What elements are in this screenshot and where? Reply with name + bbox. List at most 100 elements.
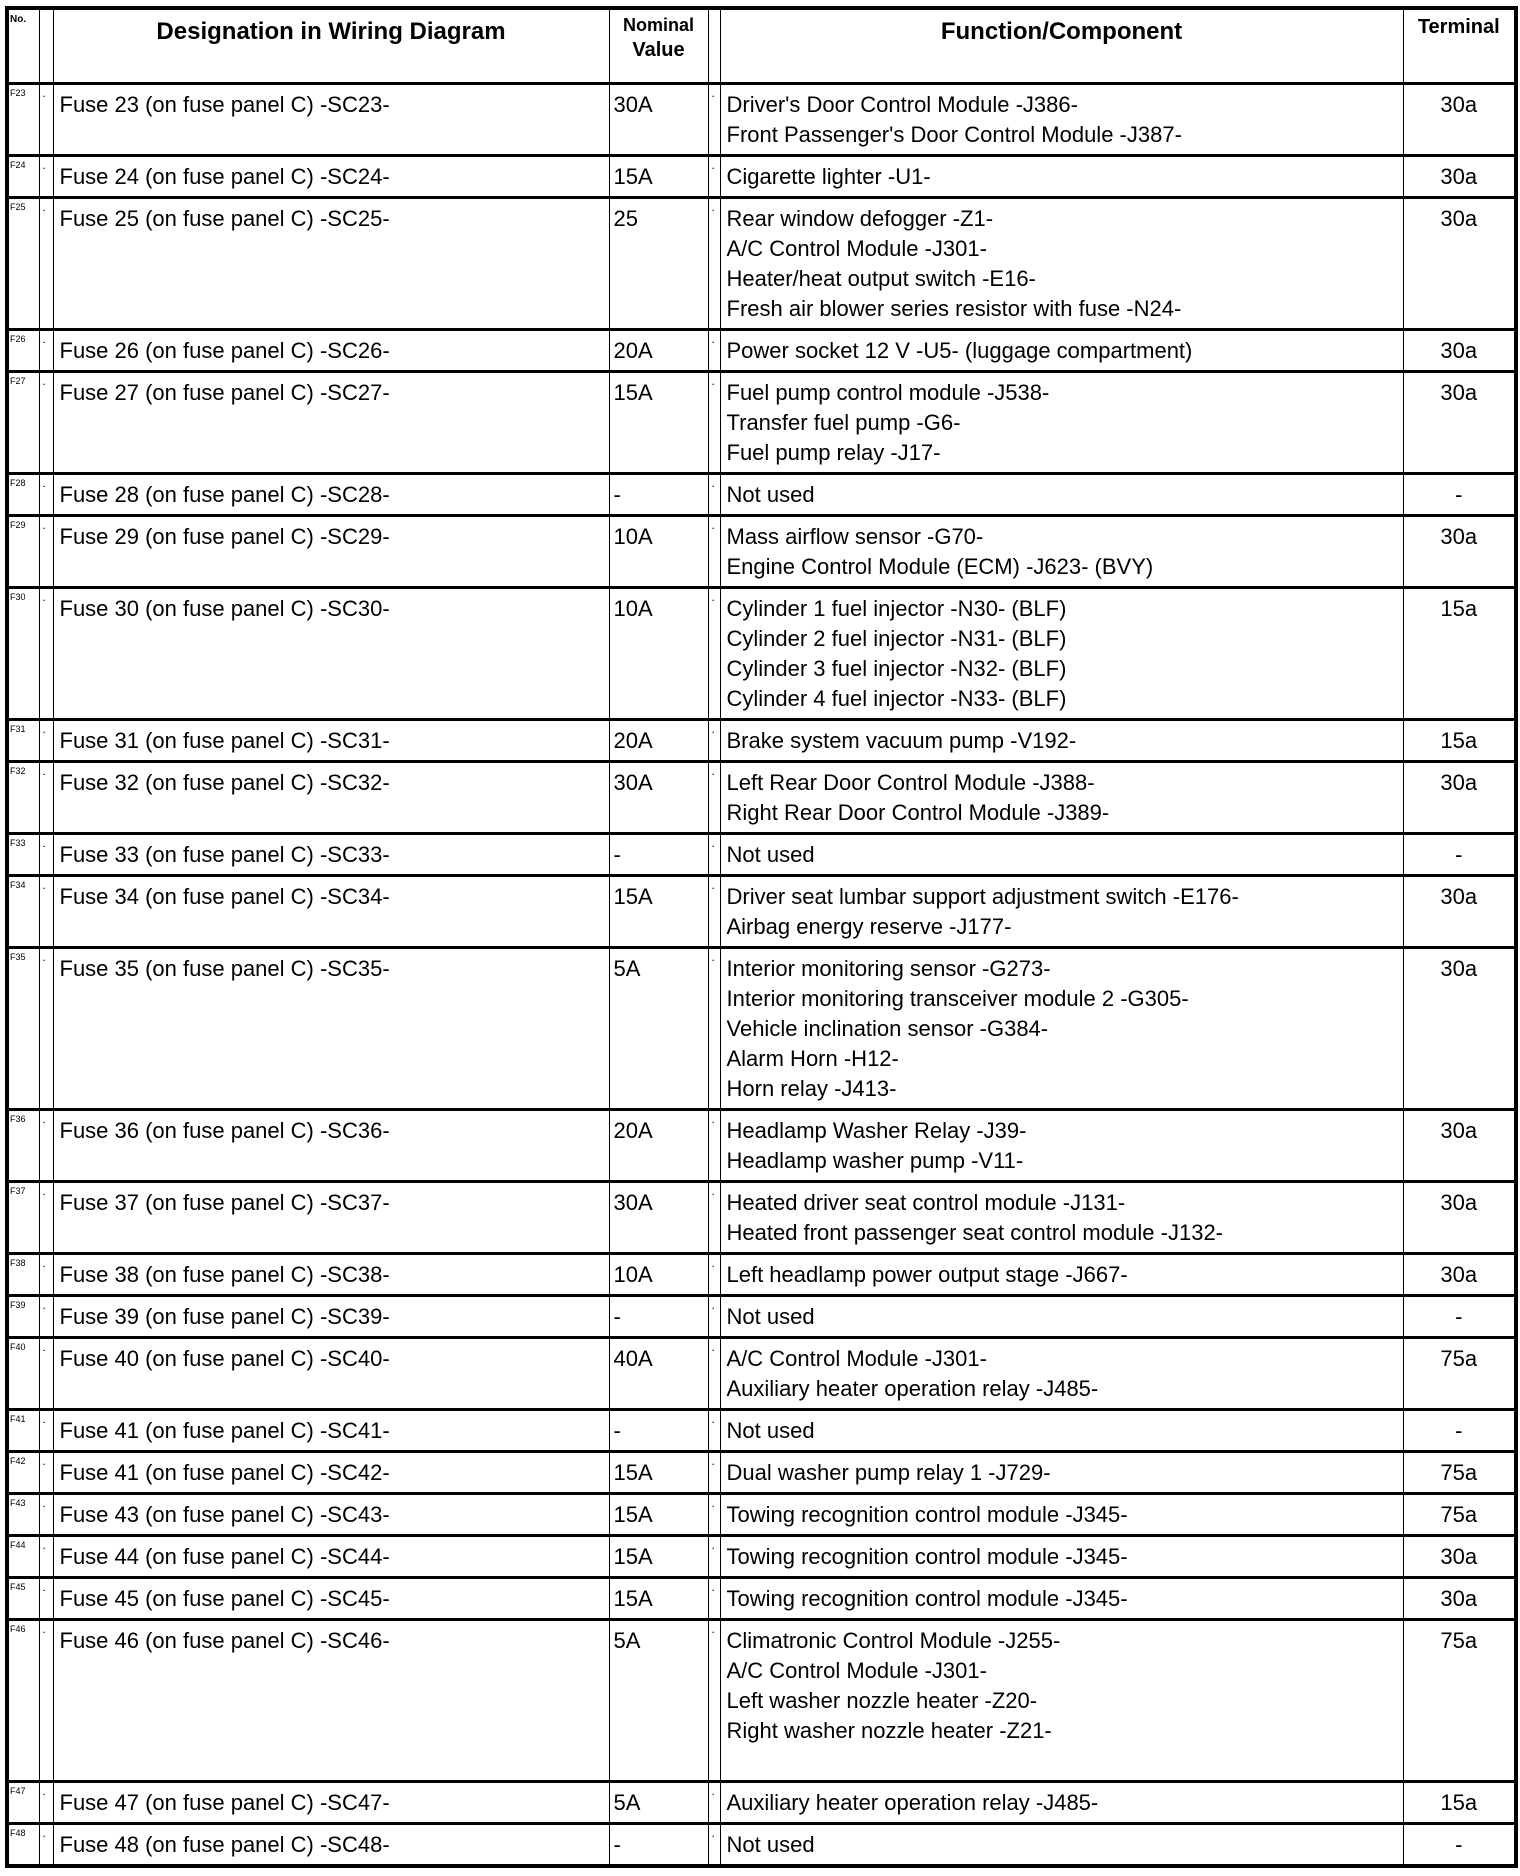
designation-cell: Fuse 31 (on fuse panel C) -SC31- bbox=[52, 718, 610, 763]
marker-cell: . bbox=[38, 1408, 54, 1453]
nominal-value-cell: - bbox=[608, 1408, 709, 1453]
table-row: F36. Fuse 36 (on fuse panel C) -SC36- 20A.… bbox=[6, 1108, 1517, 1183]
fuse-table: No. Designation in Wiring Diagram Nomina… bbox=[5, 6, 1518, 1868]
marker-cell-2: . bbox=[707, 1336, 721, 1411]
header-designation: Designation in Wiring Diagram bbox=[52, 6, 610, 85]
nominal-value-cell: 15A bbox=[608, 1450, 709, 1495]
table-row: F42. Fuse 41 (on fuse panel C) -SC42- 15A.… bbox=[6, 1450, 1517, 1495]
marker-cell-2: . bbox=[707, 718, 721, 763]
function-line: Right washer nozzle heater -Z21- bbox=[726, 1718, 1052, 1743]
terminal-cell: 15a bbox=[1402, 1780, 1517, 1825]
header-nominal-line1: Nominal bbox=[622, 15, 694, 35]
designation-cell: Fuse 24 (on fuse panel C) -SC24- bbox=[52, 154, 610, 199]
table-row: F38. Fuse 38 (on fuse panel C) -SC38- 10A.… bbox=[6, 1252, 1517, 1297]
terminal-cell: 75a bbox=[1402, 1336, 1517, 1411]
nominal-value-cell: 5A bbox=[608, 1618, 709, 1783]
function-line: Not used bbox=[726, 482, 815, 507]
function-cell: Mass airflow sensor -G70- Engine Control … bbox=[719, 514, 1404, 589]
table-row: F28. Fuse 28 (on fuse panel C) -SC28- -. No… bbox=[6, 472, 1517, 517]
marker-cell: . bbox=[38, 760, 54, 835]
function-cell: Heated driver seat control module -J131-… bbox=[719, 1180, 1404, 1255]
marker-cell: . bbox=[38, 1252, 54, 1297]
fuse-number: F44 bbox=[6, 1534, 40, 1579]
marker-cell: . bbox=[38, 1336, 54, 1411]
designation-cell: Fuse 35 (on fuse panel C) -SC35- bbox=[52, 946, 610, 1111]
fuse-number: F27 bbox=[6, 370, 40, 475]
function-line: Rear window defogger -Z1- bbox=[726, 206, 994, 231]
designation-cell: Fuse 33 (on fuse panel C) -SC33- bbox=[52, 832, 610, 877]
marker-cell: . bbox=[38, 1180, 54, 1255]
function-cell: Driver seat lumbar support adjustment sw… bbox=[719, 874, 1404, 949]
nominal-value-cell: - bbox=[608, 1294, 709, 1339]
function-line: Left washer nozzle heater -Z20- bbox=[726, 1688, 1038, 1713]
nominal-value-cell: 15A bbox=[608, 874, 709, 949]
designation-cell: Fuse 30 (on fuse panel C) -SC30- bbox=[52, 586, 610, 721]
function-line: Fuel pump relay -J17- bbox=[726, 440, 941, 465]
table-row: F43. Fuse 43 (on fuse panel C) -SC43- 15A.… bbox=[6, 1492, 1517, 1537]
function-line: Engine Control Module (ECM) -J623- (BVY) bbox=[726, 554, 1154, 579]
fuse-number: F23 bbox=[6, 82, 40, 157]
designation-cell: Fuse 46 (on fuse panel C) -SC46- bbox=[52, 1618, 610, 1783]
designation-cell: Fuse 26 (on fuse panel C) -SC26- bbox=[52, 328, 610, 373]
function-line: Not used bbox=[726, 1304, 815, 1329]
nominal-value-cell: 10A bbox=[608, 586, 709, 721]
terminal-cell: - bbox=[1402, 832, 1517, 877]
function-line: Towing recognition control module -J345- bbox=[726, 1586, 1128, 1611]
function-cell: Left headlamp power output stage -J667- bbox=[719, 1252, 1404, 1297]
function-cell: Climatronic Control Module -J255- A/C Con… bbox=[719, 1618, 1404, 1783]
marker-cell-2: . bbox=[707, 586, 721, 721]
designation-cell: Fuse 27 (on fuse panel C) -SC27- bbox=[52, 370, 610, 475]
function-line: Interior monitoring transceiver module 2… bbox=[726, 986, 1189, 1011]
header-function: Function/Component bbox=[719, 6, 1404, 85]
marker-cell-2: . bbox=[707, 1780, 721, 1825]
function-line: Left Rear Door Control Module -J388- bbox=[726, 770, 1095, 795]
terminal-cell: 30a bbox=[1402, 370, 1517, 475]
function-cell: Not used bbox=[719, 1822, 1404, 1867]
marker-cell-2: . bbox=[707, 1408, 721, 1453]
marker-cell: . bbox=[38, 832, 54, 877]
function-cell: Brake system vacuum pump -V192- bbox=[719, 718, 1404, 763]
fuse-number: F42 bbox=[6, 1450, 40, 1495]
function-cell: Driver's Door Control Module -J386- Front… bbox=[719, 82, 1404, 157]
table-row: F30. Fuse 30 (on fuse panel C) -SC30- 10A.… bbox=[6, 586, 1517, 721]
function-cell: Not used bbox=[719, 472, 1404, 517]
function-cell: Towing recognition control module -J345- bbox=[719, 1576, 1404, 1621]
table-row: F41. Fuse 41 (on fuse panel C) -SC41- -. No… bbox=[6, 1408, 1517, 1453]
designation-cell: Fuse 39 (on fuse panel C) -SC39- bbox=[52, 1294, 610, 1339]
function-cell: Left Rear Door Control Module -J388- Righ… bbox=[719, 760, 1404, 835]
function-cell: Interior monitoring sensor -G273- Interio… bbox=[719, 946, 1404, 1111]
marker-cell-2: . bbox=[707, 514, 721, 589]
function-line: A/C Control Module -J301- bbox=[726, 1658, 987, 1683]
table-row: F23. Fuse 23 (on fuse panel C) -SC23- 30A.… bbox=[6, 82, 1517, 157]
function-line: Heater/heat output switch -E16- bbox=[726, 266, 1036, 291]
fuse-number: F38 bbox=[6, 1252, 40, 1297]
terminal-cell: 30a bbox=[1402, 1108, 1517, 1183]
function-line: Transfer fuel pump -G6- bbox=[726, 410, 961, 435]
marker-cell-2: . bbox=[707, 1576, 721, 1621]
terminal-cell: 30a bbox=[1402, 946, 1517, 1111]
table-row: F48. Fuse 48 (on fuse panel C) -SC48- -. No… bbox=[6, 1822, 1517, 1867]
function-cell: Auxiliary heater operation relay -J485- bbox=[719, 1780, 1404, 1825]
marker-cell: . bbox=[38, 328, 54, 373]
table-row: F34. Fuse 34 (on fuse panel C) -SC34- 15A.… bbox=[6, 874, 1517, 949]
terminal-cell: 30a bbox=[1402, 760, 1517, 835]
designation-cell: Fuse 47 (on fuse panel C) -SC47- bbox=[52, 1780, 610, 1825]
nominal-value-cell: 15A bbox=[608, 1492, 709, 1537]
function-line: Fuel pump control module -J538- bbox=[726, 380, 1050, 405]
function-line: Power socket 12 V -U5- (luggage compartm… bbox=[726, 338, 1193, 363]
marker-cell-2: . bbox=[707, 154, 721, 199]
designation-cell: Fuse 23 (on fuse panel C) -SC23- bbox=[52, 82, 610, 157]
function-line: Auxiliary heater operation relay -J485- bbox=[726, 1376, 1099, 1401]
table-row: F44. Fuse 44 (on fuse panel C) -SC44- 15A.… bbox=[6, 1534, 1517, 1579]
fuse-number: F32 bbox=[6, 760, 40, 835]
marker-cell: . bbox=[38, 1492, 54, 1537]
header-blank bbox=[38, 6, 54, 85]
nominal-value-cell: - bbox=[608, 832, 709, 877]
function-line: Headlamp Washer Relay -J39- bbox=[726, 1118, 1027, 1143]
terminal-cell: 75a bbox=[1402, 1618, 1517, 1783]
fuse-number: F24 bbox=[6, 154, 40, 199]
terminal-cell: - bbox=[1402, 1294, 1517, 1339]
header-blank-2 bbox=[707, 6, 721, 85]
terminal-cell: 30a bbox=[1402, 1576, 1517, 1621]
function-line: Driver seat lumbar support adjustment sw… bbox=[726, 884, 1239, 909]
